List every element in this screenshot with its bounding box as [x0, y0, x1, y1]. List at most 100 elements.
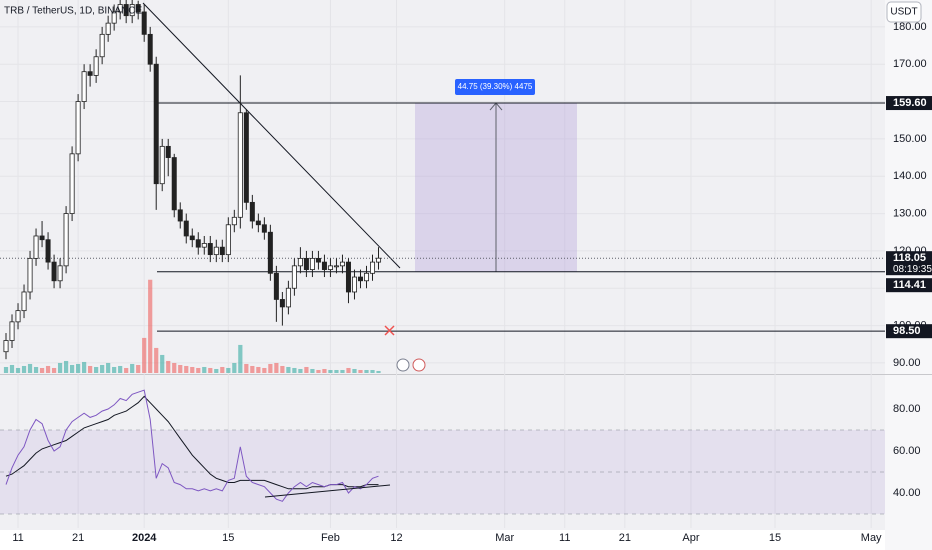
volume-bar — [328, 369, 333, 373]
volume-bar — [208, 367, 213, 373]
rsi-tick-label: 80.00 — [893, 403, 921, 415]
last-price-tag: 118.05 — [886, 251, 932, 266]
x-tick-label: 2024 — [132, 532, 157, 544]
position-label: 44.75 (39.30%) 4475 — [458, 82, 533, 91]
volume-bar — [9, 364, 15, 373]
volume-bar — [33, 366, 39, 373]
y-tick-label: 170.00 — [893, 58, 927, 70]
x-tick-label: 11 — [559, 532, 570, 544]
y-tick-label: 130.00 — [893, 207, 927, 219]
volume-bar — [298, 368, 303, 373]
volume-bar — [238, 344, 243, 373]
candle-body — [219, 246, 225, 256]
candle-body — [321, 261, 327, 270]
y-tick-label: 180.00 — [893, 21, 927, 33]
volume-bar — [292, 367, 297, 373]
candle-body — [225, 224, 231, 256]
volume-bar — [346, 367, 351, 373]
volume-bar — [220, 366, 225, 373]
candle-body — [87, 71, 93, 76]
candle-body — [129, 4, 135, 17]
volume-bar — [76, 363, 81, 373]
level-tag-box — [886, 324, 932, 339]
candle-body — [159, 145, 165, 185]
volume-bar — [376, 370, 381, 373]
volume-bar — [51, 367, 57, 373]
candle-body — [273, 272, 279, 300]
candle-body — [243, 112, 249, 203]
candle-body — [231, 216, 237, 226]
volume-bar — [244, 363, 249, 373]
price-pane — [0, 0, 885, 374]
x-tick-label: Apr — [682, 532, 699, 544]
event-icon[interactable] — [396, 358, 410, 372]
y-tick-label: 90.00 — [893, 357, 921, 369]
rsi-ma-line — [5, 395, 379, 490]
candle-body — [27, 257, 33, 293]
volume-bar — [358, 369, 363, 373]
level-tag-text: 114.41 — [893, 279, 926, 291]
candle-body — [15, 310, 21, 323]
candle-body — [69, 153, 75, 214]
volume-bar — [27, 363, 33, 373]
candle-body — [21, 291, 27, 312]
candle-body — [51, 261, 57, 282]
candle-body — [153, 63, 159, 185]
x-tick-label: Feb — [321, 532, 340, 544]
volume-bar — [250, 365, 255, 373]
volume-bar — [21, 365, 27, 373]
volume-bar — [154, 347, 159, 373]
candle-body — [237, 112, 243, 218]
candle-body — [165, 145, 171, 158]
candle-body — [33, 235, 39, 259]
volume-bar — [310, 368, 315, 373]
volume-bar — [214, 368, 219, 373]
candle-body — [39, 235, 45, 241]
volume-bar — [69, 364, 75, 373]
level-tag-text: 98.50 — [893, 325, 921, 337]
volume-bar — [352, 368, 357, 373]
candle-body — [249, 201, 255, 222]
candle-body — [123, 4, 129, 17]
last-price-tag-text: 118.05 — [893, 252, 926, 264]
y-tick-label: 150.00 — [893, 133, 927, 145]
volume-bar — [39, 367, 45, 373]
volume-bar — [370, 369, 375, 373]
currency-button[interactable] — [886, 1, 922, 23]
volume-bar — [286, 366, 291, 373]
candle-body — [309, 257, 315, 270]
x-tick-label: Mar — [495, 532, 514, 544]
candle-body — [171, 157, 177, 211]
rsi-line — [5, 389, 379, 502]
candle-body — [207, 243, 213, 256]
level-tag: 159.60 — [886, 96, 932, 111]
candle-body — [279, 299, 285, 308]
candle-body — [351, 276, 357, 293]
volume-bar — [172, 362, 177, 373]
volume-bar — [256, 366, 261, 373]
volume-bar — [82, 361, 87, 373]
volume-bar — [148, 279, 153, 373]
volume-bar — [94, 366, 99, 373]
candle-body — [376, 257, 382, 263]
candle-body — [297, 257, 303, 267]
volume-bar — [106, 362, 111, 373]
event-icon[interactable] — [412, 358, 426, 372]
candle-body — [363, 272, 369, 282]
candle-body — [195, 239, 201, 248]
x-tick-label: 15 — [222, 532, 234, 544]
volume-bar — [184, 365, 189, 373]
volume-bar — [63, 360, 69, 373]
volume-bar — [304, 366, 309, 373]
currency-label[interactable]: USDT — [890, 7, 917, 18]
candle-body — [370, 261, 376, 274]
volume-bar — [280, 365, 285, 373]
position-tag — [455, 79, 535, 96]
rsi-trendline — [264, 484, 391, 498]
volume-bar — [196, 367, 201, 373]
candle-body — [3, 340, 9, 353]
volume-bar — [3, 366, 9, 373]
candle-body — [267, 231, 273, 274]
rsi-tick-label: 60.00 — [893, 445, 921, 457]
x-tick-label: 11 — [12, 532, 23, 544]
